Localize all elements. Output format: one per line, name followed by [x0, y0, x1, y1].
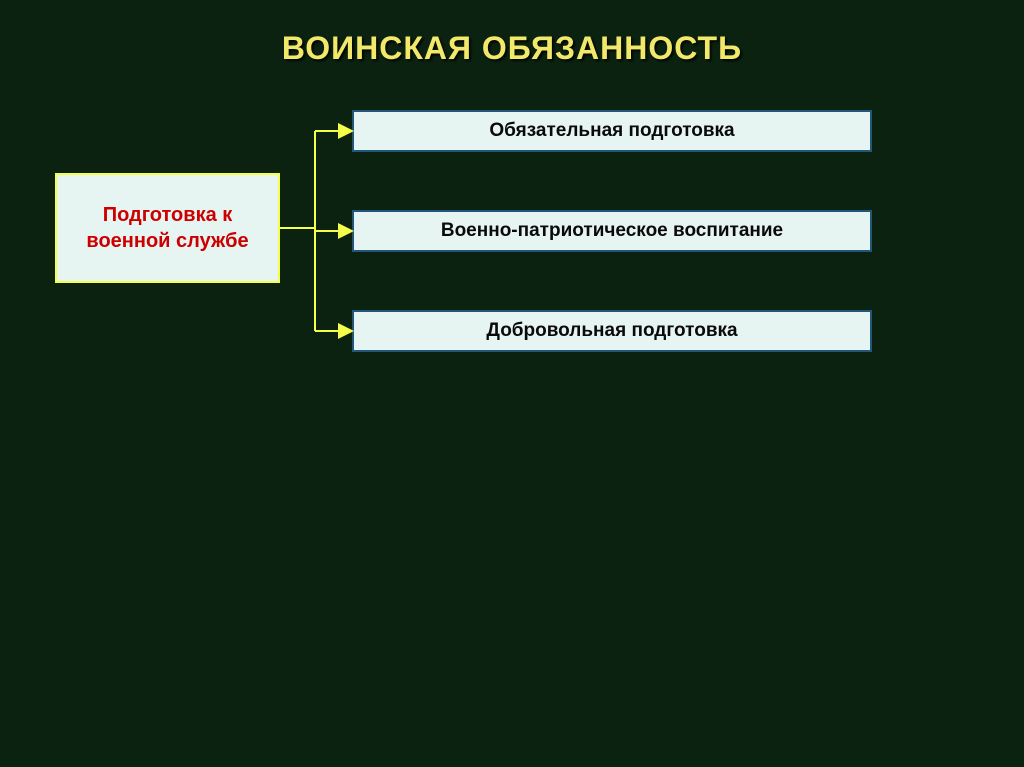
slide-title: ВОИНСКАЯ ОБЯЗАННОСТЬ	[0, 30, 1024, 67]
target-box: Военно-патриотическое воспитание	[352, 210, 872, 252]
target-box: Обязательная подготовка	[352, 110, 872, 152]
source-box: Подготовка к военной службе	[55, 173, 280, 283]
target-box: Добровольная подготовка	[352, 310, 872, 352]
